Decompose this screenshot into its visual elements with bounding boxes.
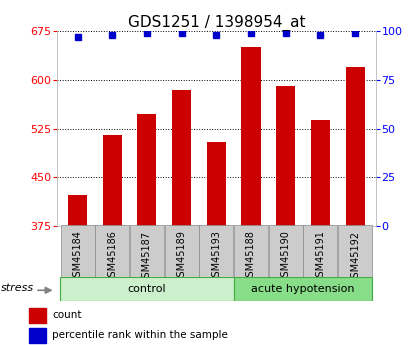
Bar xyxy=(102,135,122,226)
Text: GSM45193: GSM45193 xyxy=(211,230,221,283)
Bar xyxy=(200,225,233,278)
Text: GSM45191: GSM45191 xyxy=(315,230,326,283)
Bar xyxy=(68,195,87,226)
Bar xyxy=(241,47,260,226)
Bar xyxy=(311,120,330,226)
Bar xyxy=(29,327,46,343)
Bar xyxy=(346,67,365,226)
Text: GSM45188: GSM45188 xyxy=(246,230,256,283)
Bar xyxy=(130,225,164,278)
Bar xyxy=(60,225,94,278)
Text: control: control xyxy=(128,284,166,294)
Bar xyxy=(234,277,373,301)
Bar xyxy=(207,141,226,226)
Text: GSM45190: GSM45190 xyxy=(281,230,291,283)
Text: GSM45187: GSM45187 xyxy=(142,230,152,284)
Text: acute hypotension: acute hypotension xyxy=(251,284,355,294)
Bar xyxy=(29,308,46,323)
Text: stress: stress xyxy=(1,283,34,293)
Text: GSM45184: GSM45184 xyxy=(73,230,82,283)
Bar xyxy=(276,86,295,226)
Text: GSM45186: GSM45186 xyxy=(107,230,117,283)
Bar xyxy=(269,225,303,278)
Text: GSM45189: GSM45189 xyxy=(176,230,186,283)
Bar xyxy=(60,277,234,301)
Text: GSM45192: GSM45192 xyxy=(350,230,360,284)
Text: count: count xyxy=(52,310,81,320)
Title: GDS1251 / 1398954_at: GDS1251 / 1398954_at xyxy=(128,15,305,31)
Bar xyxy=(234,225,268,278)
Bar xyxy=(165,225,199,278)
Bar xyxy=(172,89,191,226)
Bar xyxy=(338,225,372,278)
Text: percentile rank within the sample: percentile rank within the sample xyxy=(52,330,228,340)
Bar xyxy=(137,114,157,226)
Bar xyxy=(303,225,337,278)
Bar xyxy=(95,225,129,278)
